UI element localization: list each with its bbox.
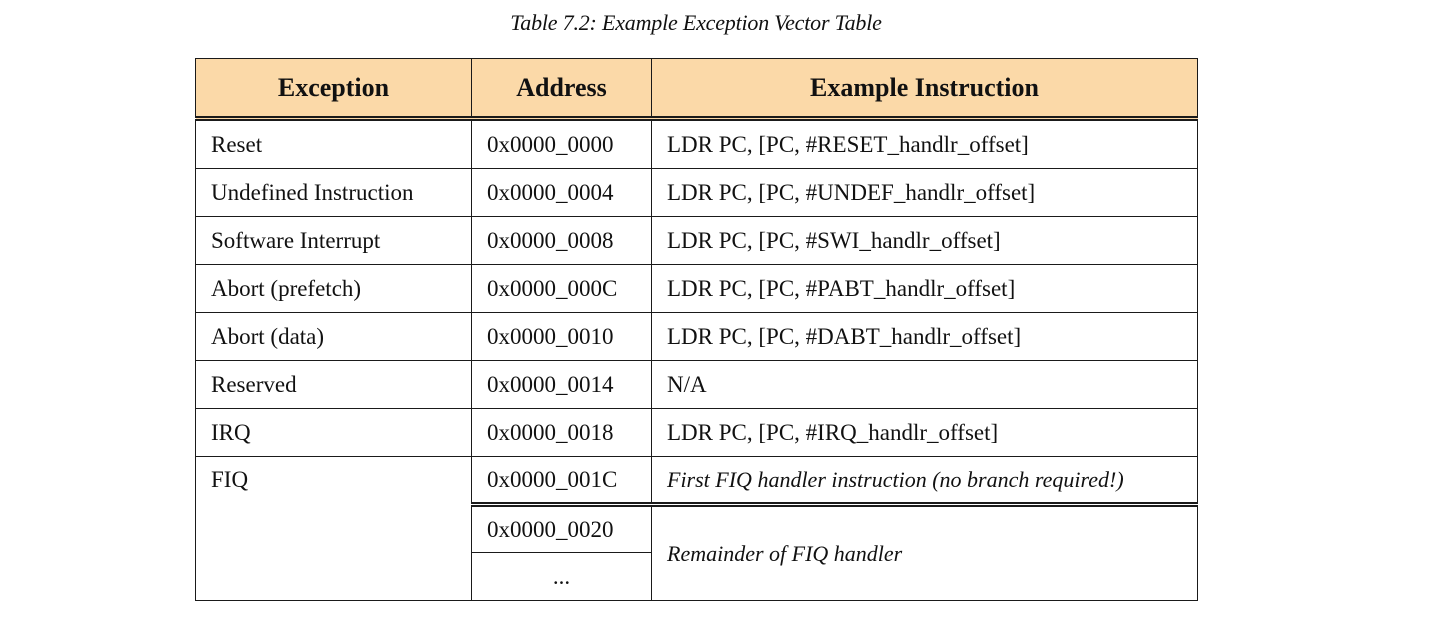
fiq-row: FIQ 0x0000_001C First FIQ handler instru…: [195, 456, 1198, 601]
address-cell: 0x0000_0000: [471, 116, 652, 169]
instruction-cell: LDR PC, [PC, #RESET_handlr_offset]: [651, 116, 1198, 169]
header-example-instruction: Example Instruction: [651, 58, 1198, 119]
fiq-first-instruction-cell: First FIQ handler instruction (no branch…: [651, 456, 1198, 505]
table-row: Abort (data) 0x0000_0010 LDR PC, [PC, #D…: [195, 312, 1198, 361]
instruction-cell: N/A: [651, 360, 1198, 409]
exception-vector-table: Exception Address Example Instruction Re…: [195, 58, 1198, 601]
address-cell: 0x0000_0018: [471, 408, 652, 457]
fiq-ellipsis-cell: ...: [471, 552, 652, 601]
table-row: IRQ 0x0000_0018 LDR PC, [PC, #IRQ_handlr…: [195, 408, 1198, 457]
address-cell: 0x0000_0014: [471, 360, 652, 409]
fiq-ellipsis-row: ...: [196, 552, 1198, 601]
address-cell: 0x0000_0010: [471, 312, 652, 361]
instruction-cell: LDR PC, [PC, #DABT_handlr_offset]: [651, 312, 1198, 361]
table-row: Reset 0x0000_0000 LDR PC, [PC, #RESET_ha…: [195, 116, 1198, 169]
table-caption: Table 7.2: Example Exception Vector Tabl…: [510, 10, 882, 35]
fiq-first-address-cell: 0x0000_001C: [471, 456, 652, 505]
header-row: Exception Address Example Instruction: [195, 58, 1198, 119]
fiq-exception-cell: FIQ: [195, 456, 472, 601]
instruction-cell: LDR PC, [PC, #UNDEF_handlr_offset]: [651, 168, 1198, 217]
instruction-cell: LDR PC, [PC, #PABT_handlr_offset]: [651, 264, 1198, 313]
fiq-remainder-row: 0x0000_0020 Remainder of FIQ handler: [196, 502, 1198, 601]
exception-cell: Reset: [195, 116, 472, 169]
address-cell: 0x0000_000C: [471, 264, 652, 313]
exception-cell: Abort (data): [195, 312, 472, 361]
fiq-remainder-instruction-cell: Remainder of FIQ handler: [651, 502, 1198, 601]
exception-cell: Undefined Instruction: [195, 168, 472, 217]
address-cell: 0x0000_0008: [471, 216, 652, 265]
address-cell: 0x0000_0004: [471, 168, 652, 217]
table-row: Undefined Instruction 0x0000_0004 LDR PC…: [195, 168, 1198, 217]
table-row: Abort (prefetch) 0x0000_000C LDR PC, [PC…: [195, 264, 1198, 313]
exception-cell: IRQ: [195, 408, 472, 457]
instruction-cell: LDR PC, [PC, #IRQ_handlr_offset]: [651, 408, 1198, 457]
exception-cell: Abort (prefetch): [195, 264, 472, 313]
table-row: Reserved 0x0000_0014 N/A: [195, 360, 1198, 409]
exception-cell: Reserved: [195, 360, 472, 409]
header-exception: Exception: [195, 58, 472, 119]
header-address: Address: [471, 58, 652, 119]
fiq-second-address-cell: 0x0000_0020: [471, 502, 652, 553]
instruction-cell: LDR PC, [PC, #SWI_handlr_offset]: [651, 216, 1198, 265]
table-row: Software Interrupt 0x0000_0008 LDR PC, […: [195, 216, 1198, 265]
exception-cell: Software Interrupt: [195, 216, 472, 265]
